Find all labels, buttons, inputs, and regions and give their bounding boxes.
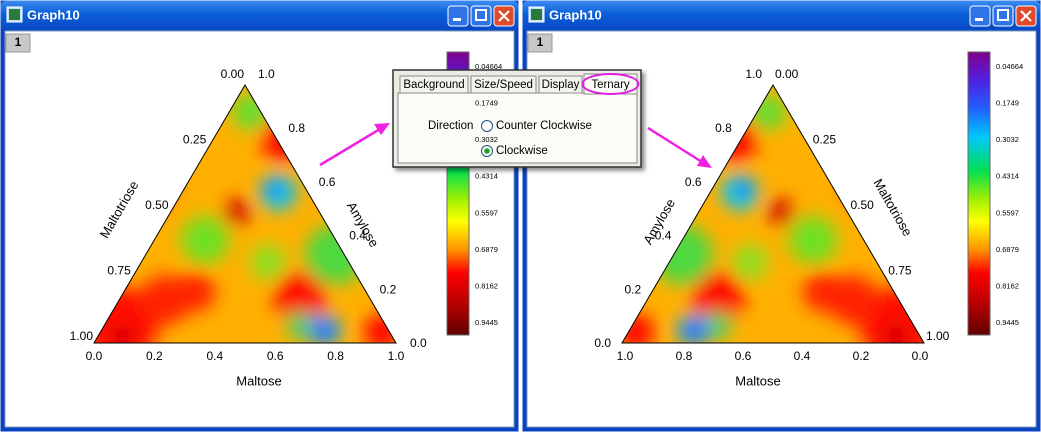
tick-label: 1.00	[926, 329, 950, 343]
colorbar-label: 0.6879	[475, 245, 498, 254]
colorbar-label: 0.3032	[996, 135, 1019, 144]
colorbar-label: 0.8162	[475, 281, 498, 290]
tick-label: 0.0	[410, 336, 427, 350]
radio-label[interactable]: Clockwise	[496, 145, 548, 157]
highlight	[581, 73, 640, 95]
tick-label: 1.0	[258, 67, 275, 81]
tick-label: 0.8	[288, 121, 305, 135]
tick-label: 0.8	[715, 121, 732, 135]
direction-label: Direction	[428, 120, 473, 132]
colorbar-label: 0.4314	[996, 172, 1019, 181]
tick-label: 0.25	[813, 133, 837, 147]
tick-label: 1.0	[617, 349, 634, 363]
radio-dot	[484, 148, 490, 154]
window	[521, 0, 1041, 432]
colorbar-label: 0.1749	[996, 99, 1019, 108]
colorbar-label: 0.8162	[996, 281, 1019, 290]
colorbar-label: 0.9445	[996, 318, 1019, 327]
tab-label[interactable]: Ternary	[591, 79, 630, 91]
dialog	[392, 69, 642, 168]
tick-label: 0.00	[221, 67, 245, 81]
tick-label: 0.8	[676, 349, 693, 363]
tick-label: 0.25	[183, 133, 207, 147]
colorbar-label: 0.4314	[475, 172, 498, 181]
colorbar-label: 0.3032	[475, 135, 498, 144]
tick-label: 0.0	[594, 336, 611, 350]
tick-label: 1.0	[388, 349, 405, 363]
radio[interactable]	[481, 120, 493, 132]
tick-label: 0.6	[267, 349, 284, 363]
page-tab: 1	[537, 35, 544, 49]
tab-label[interactable]: Background	[403, 79, 464, 91]
tab[interactable]	[399, 75, 469, 94]
tick-label: 1.0	[745, 67, 762, 81]
tick-label: 0.6	[685, 175, 702, 189]
tick-label: 0.50	[851, 198, 875, 212]
arrows	[319, 123, 712, 168]
tick-label: 0.6	[319, 175, 336, 189]
tick-label: 0.4	[794, 349, 811, 363]
tick-label: 0.4	[349, 229, 366, 243]
window	[0, 0, 520, 432]
tick-label: 0.6	[735, 349, 752, 363]
tick-label: 0.2	[625, 282, 642, 296]
tick-label: 0.00	[775, 67, 799, 81]
tab-label[interactable]: Display	[542, 79, 580, 91]
tick-label: 0.4	[206, 349, 223, 363]
axis-title: Maltose	[735, 373, 781, 388]
tab-label[interactable]: Size/Speed	[474, 79, 533, 91]
colorbar	[967, 51, 991, 336]
tick-label: 0.2	[146, 349, 163, 363]
tab[interactable]	[470, 75, 537, 94]
tick-label: 0.4	[655, 229, 672, 243]
colorbar-label: 0.1749	[475, 99, 498, 108]
tick-label: 0.2	[853, 349, 870, 363]
page-tab: 1	[15, 35, 22, 49]
window-title: Graph10	[549, 7, 602, 22]
radio-label[interactable]: Counter Clockwise	[496, 120, 592, 132]
tick-label: 0.0	[86, 349, 103, 363]
dialog-content: Background Size/Speed Display Ternary Direct…	[399, 73, 640, 157]
colorbar-label: 0.04664	[996, 62, 1023, 71]
tick-label: 0.8	[327, 349, 344, 363]
tick-label: 0.0	[912, 349, 929, 363]
colorbar-label: 0.6879	[996, 245, 1019, 254]
colorbar-label: 0.04664	[475, 62, 502, 71]
colorbar-label: 0.9445	[475, 318, 498, 327]
colorbar-label: 0.5597	[475, 208, 498, 217]
axis-title: Maltose	[236, 373, 282, 388]
tick-label: 0.50	[145, 198, 169, 212]
tick-label: 1.00	[70, 329, 94, 343]
colorbar-label: 0.5597	[996, 208, 1019, 217]
tick-label: 0.2	[380, 282, 397, 296]
tick-label: 0.75	[888, 264, 912, 278]
tick-label: 0.75	[107, 264, 131, 278]
window-title: Graph10	[27, 7, 80, 22]
